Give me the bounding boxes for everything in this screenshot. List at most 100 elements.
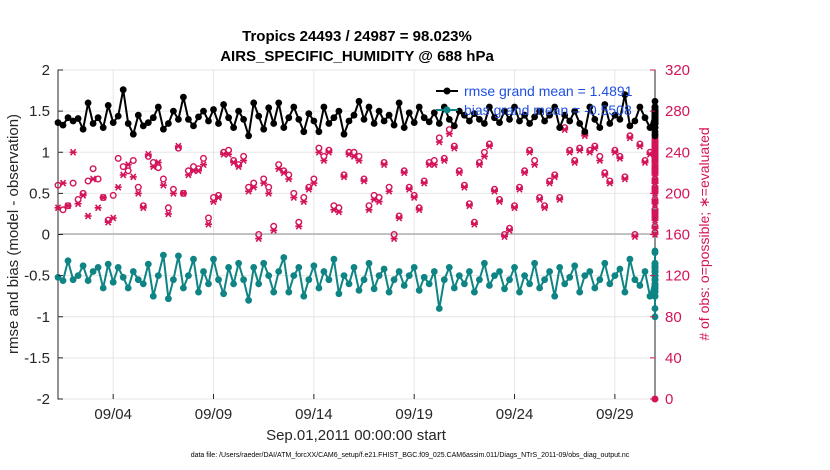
data-point xyxy=(651,292,659,300)
asterisk-stroke xyxy=(355,156,363,165)
data-point xyxy=(576,288,584,296)
data-point xyxy=(476,276,483,284)
obs-evaluated-point xyxy=(445,130,453,138)
data-point xyxy=(496,119,503,126)
right-tick-label: 40 xyxy=(665,350,682,367)
data-point xyxy=(390,121,398,129)
data-point xyxy=(380,117,388,125)
data-point xyxy=(295,116,303,123)
obs-possible-point xyxy=(124,167,132,175)
obs-possible-point xyxy=(320,152,328,160)
data-point xyxy=(285,288,293,296)
data-point xyxy=(400,282,408,289)
obs-evaluated-point xyxy=(205,220,212,228)
asterisk-stroke xyxy=(601,171,608,179)
data-point xyxy=(486,103,493,111)
data-point xyxy=(210,255,217,263)
obs-evaluated-point xyxy=(159,181,167,189)
data-point xyxy=(375,107,383,115)
data-point xyxy=(651,128,659,136)
left-tick-label: -0.5 xyxy=(24,268,50,285)
asterisk-stroke xyxy=(255,235,262,243)
data-point xyxy=(245,296,253,304)
data-point xyxy=(621,91,629,99)
asterisk-stroke xyxy=(74,200,82,208)
data-point xyxy=(541,276,548,284)
data-point xyxy=(310,262,318,270)
asterisk-stroke xyxy=(160,181,167,189)
asterisk-stroke xyxy=(576,146,583,154)
data-point xyxy=(561,111,569,119)
data-point xyxy=(335,290,343,298)
asterisk-stroke xyxy=(406,185,413,193)
data-point xyxy=(420,114,428,122)
obs-evaluated-point xyxy=(295,222,303,230)
data-point xyxy=(325,120,333,127)
data-point xyxy=(531,259,538,267)
data-point xyxy=(149,292,157,300)
obs-evaluated-point xyxy=(360,177,368,185)
data-point xyxy=(586,103,594,111)
asterisk-stroke xyxy=(526,148,533,156)
data-point xyxy=(345,280,353,288)
asterisk-stroke xyxy=(79,191,87,199)
data-point xyxy=(205,117,212,125)
asterisk-stroke xyxy=(105,218,112,226)
data-point xyxy=(134,276,142,284)
obs-evaluated-point xyxy=(541,204,549,212)
data-point xyxy=(340,130,348,138)
asterisk-stroke xyxy=(165,210,172,218)
obs-possible-point xyxy=(300,193,308,201)
obs-evaluated-point xyxy=(390,235,398,243)
asterisk-stroke xyxy=(390,235,398,243)
chart-title: Tropics 24493 / 24987 = 98.023% xyxy=(242,28,472,45)
data-point xyxy=(531,113,538,121)
data-point xyxy=(551,103,559,111)
asterisk-stroke xyxy=(651,200,659,208)
data-point xyxy=(210,106,217,113)
asterisk-stroke xyxy=(606,179,613,187)
asterisk-stroke xyxy=(651,212,659,220)
data-point xyxy=(440,276,448,284)
y-axis-label-left: rmse and bias (model - observation) xyxy=(5,114,22,354)
obs-possible-point xyxy=(270,222,278,230)
obs-evaluated-point xyxy=(235,163,243,171)
asterisk-stroke xyxy=(421,179,428,187)
data-point xyxy=(586,268,594,275)
asterisk-stroke xyxy=(416,206,423,214)
data-point xyxy=(260,125,268,133)
obs-evaluated-point xyxy=(566,148,574,156)
asterisk-stroke xyxy=(350,152,358,160)
obs-evaluated-point xyxy=(315,148,323,156)
data-point xyxy=(651,305,659,312)
asterisk-stroke xyxy=(616,154,624,162)
data-point xyxy=(576,120,584,127)
data-point xyxy=(114,112,122,120)
data-point xyxy=(646,292,654,300)
data-point xyxy=(200,107,207,115)
x-tick-label: 09/09 xyxy=(195,406,233,423)
asterisk-stroke xyxy=(401,169,408,177)
data-point xyxy=(119,273,127,281)
obs-possible-point xyxy=(109,191,117,199)
y-axis-label-right: # of obs: o=possible; ∗=evaluated xyxy=(696,127,712,340)
data-point xyxy=(335,107,343,115)
data-point xyxy=(476,116,483,123)
obs-evaluated-point xyxy=(280,169,288,177)
data-point xyxy=(195,288,202,296)
data-point xyxy=(64,257,72,265)
asterisk-stroke xyxy=(100,193,107,202)
data-point xyxy=(365,103,373,111)
asterisk-stroke xyxy=(456,169,463,177)
data-point xyxy=(636,282,644,289)
asterisk-stroke xyxy=(265,189,272,197)
right-tick-label: 80 xyxy=(665,309,682,326)
asterisk-stroke xyxy=(531,161,538,169)
obs-evaluated-point xyxy=(460,183,468,191)
data-point xyxy=(99,124,107,131)
asterisk-stroke xyxy=(270,226,277,234)
obs-evaluated-point xyxy=(84,212,92,220)
data-point xyxy=(99,284,107,292)
obs-evaluated-point xyxy=(400,169,408,177)
obs-evaluated-point xyxy=(164,210,172,218)
